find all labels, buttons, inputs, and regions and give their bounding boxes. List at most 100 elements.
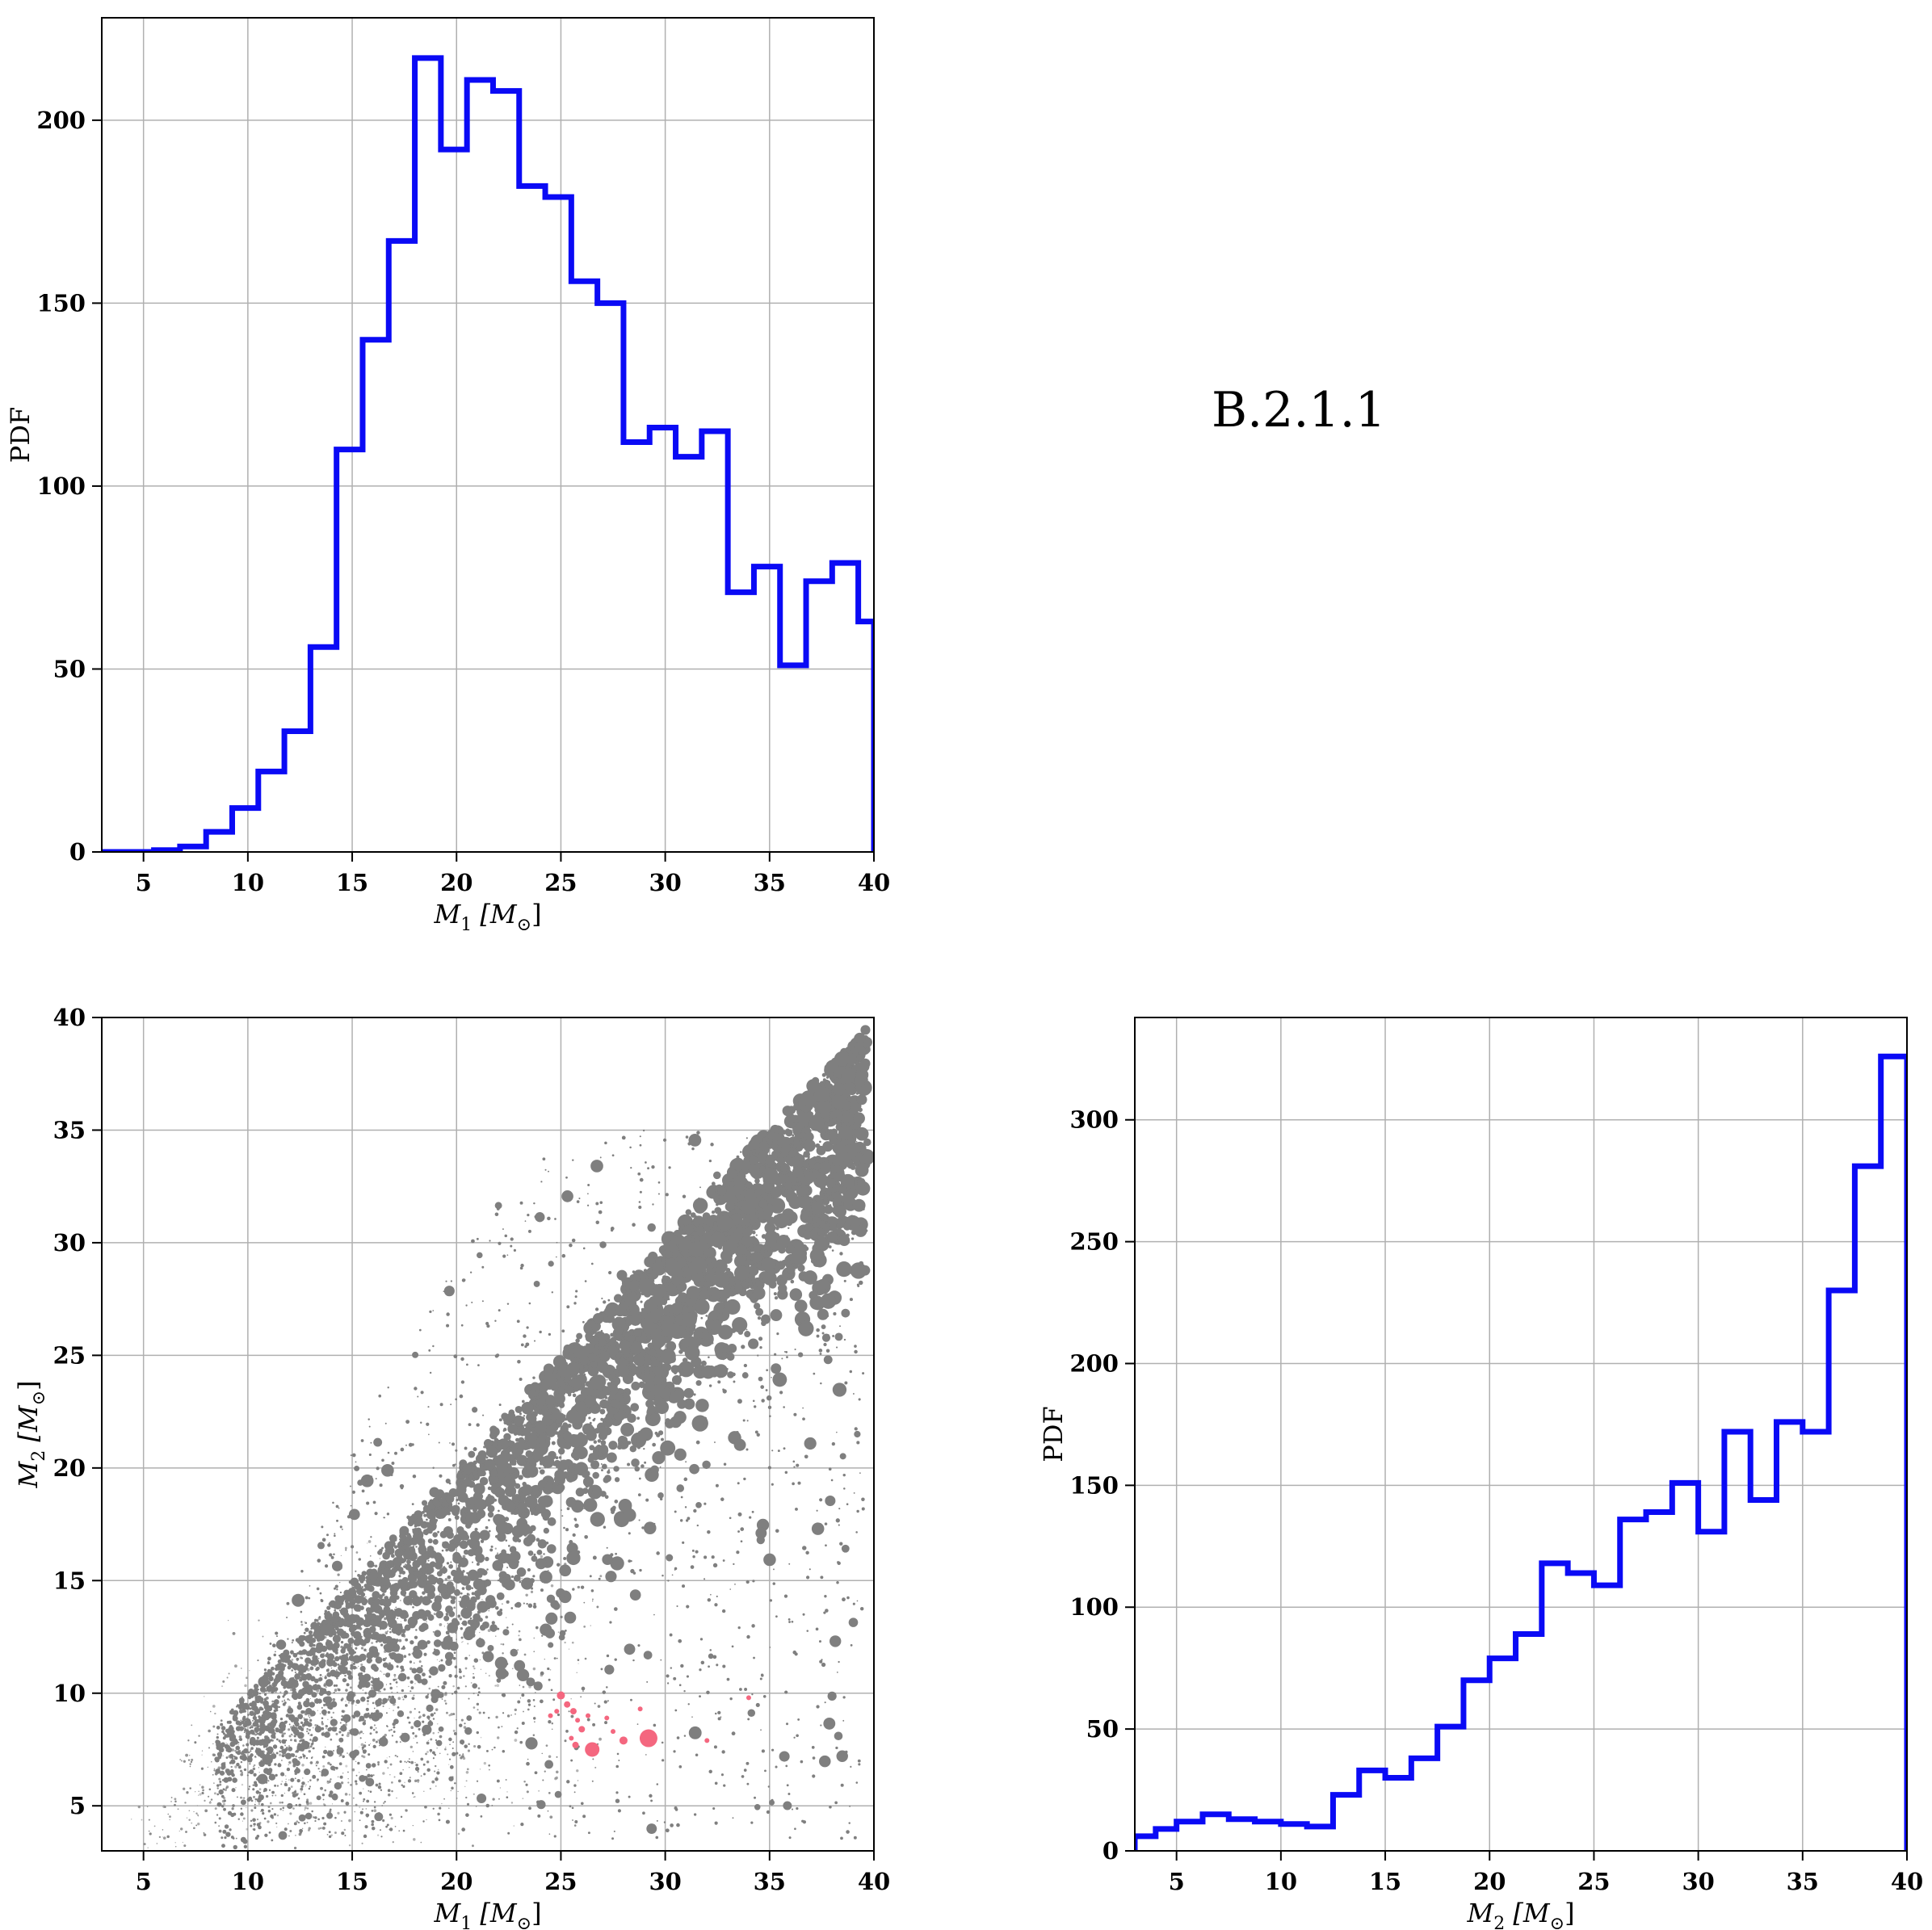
population-point [821,1662,826,1668]
population-point [222,1736,226,1740]
x-axis-label: M1 [M⊙] [433,899,541,935]
population-point [855,1781,859,1784]
population-point [230,1710,235,1715]
population-point [345,1667,348,1670]
population-point [348,1580,353,1584]
population-point [456,1484,467,1496]
population-point [466,1363,468,1366]
population-point [796,1463,800,1467]
population-point [862,1372,865,1375]
population-point [268,1831,271,1834]
population-point [259,1686,267,1693]
population-point [636,1445,641,1450]
population-point [327,1710,330,1714]
population-point [548,1261,554,1267]
population-point [432,1310,435,1311]
population-point [345,1608,348,1610]
population-point [381,1458,384,1462]
population-point [604,1418,610,1423]
population-point [506,1303,510,1305]
population-point [775,1615,778,1618]
population-point [760,1673,764,1676]
population-point [320,1599,324,1603]
population-point [597,1439,602,1443]
population-point [523,1602,525,1605]
population-point [555,1456,559,1460]
population-point [599,1241,607,1248]
population-point [448,1655,453,1660]
population-point [641,1526,645,1529]
population-point [403,1613,410,1618]
population-point [366,1622,372,1627]
population-point [379,1615,384,1619]
population-point [746,1328,748,1331]
population-point [599,1408,606,1415]
population-point [445,1659,452,1666]
population-point [464,1744,468,1748]
population-point [300,1717,302,1720]
population-point [412,1571,418,1576]
population-point [835,1148,849,1161]
population-point [451,1569,458,1576]
population-point [592,1471,599,1479]
population-point [369,1614,372,1617]
population-point [717,1185,727,1196]
population-point [394,1451,397,1455]
population-point [325,1653,329,1658]
population-point [504,1521,508,1525]
population-point [685,1135,689,1139]
population-point [825,1314,830,1318]
population-point [274,1710,277,1713]
population-point [521,1722,525,1726]
population-point [376,1466,380,1471]
population-point [863,1138,872,1147]
population-point [333,1553,335,1555]
population-point [572,1588,575,1591]
population-point [695,1501,702,1508]
population-point [603,1525,607,1529]
population-point [586,1718,590,1722]
population-point [716,1595,718,1598]
population-point [805,1216,813,1223]
population-point [258,1718,266,1725]
population-point [275,1708,278,1711]
population-point [686,1605,690,1609]
population-point [547,1667,550,1671]
population-point [568,1710,570,1713]
population-point [714,1821,718,1825]
population-point [496,1554,498,1557]
population-point [360,1657,363,1659]
population-point [569,1805,572,1808]
population-point [565,1730,569,1733]
population-point [261,1802,264,1806]
population-point [231,1788,236,1793]
population-point [232,1804,235,1807]
population-point [445,1280,447,1282]
population-point [450,1599,456,1605]
population-point [594,1447,599,1451]
population-point [504,1234,508,1238]
population-point [477,1601,489,1613]
population-point [305,1668,307,1669]
population-point [659,1287,662,1289]
population-point [666,1674,670,1678]
population-point [441,1549,444,1552]
population-point [571,1238,576,1243]
population-point [660,1440,676,1456]
population-point [352,1662,355,1665]
population-point [295,1803,298,1806]
population-point [521,1402,534,1415]
population-point [524,1441,527,1443]
population-point [278,1728,284,1734]
population-point [537,1496,549,1507]
population-point [763,1553,776,1567]
population-point [832,1382,847,1397]
population-point [420,1775,422,1777]
population-point [506,1600,510,1604]
population-point [491,1748,494,1751]
population-point [687,1703,690,1706]
population-point [642,1811,645,1815]
population-point [338,1507,340,1509]
population-point [336,1596,340,1601]
population-point [474,1527,478,1532]
